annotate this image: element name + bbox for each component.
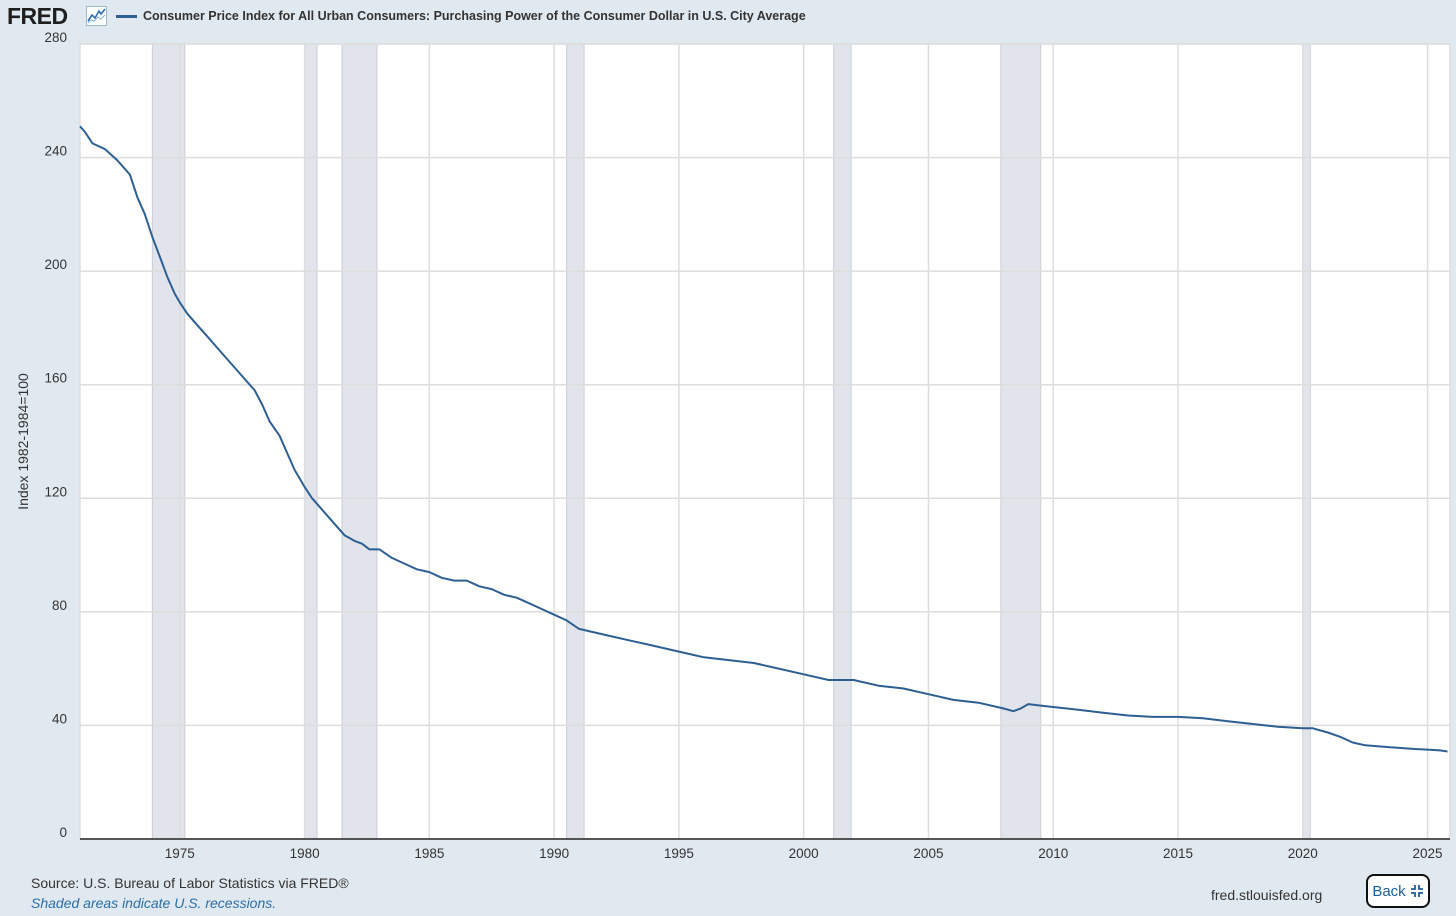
compress-icon [1410, 885, 1423, 897]
line-graph-icon[interactable] [86, 6, 107, 26]
y-tick-label: 120 [44, 484, 67, 499]
x-tick-label: 1995 [664, 846, 694, 861]
y-tick-label: 40 [52, 711, 67, 726]
back-button[interactable]: Back [1366, 874, 1430, 908]
plot-area [80, 44, 1450, 839]
footer-source: Source: U.S. Bureau of Labor Statistics … [31, 875, 349, 891]
chart-header: FRED Consumer Price Index for All Urban … [0, 0, 1456, 34]
y-tick-label: 280 [44, 30, 67, 45]
series-line[interactable] [79, 125, 1448, 753]
recession-band [1000, 43, 1042, 840]
chart: 0 40 80 120 160 200 240 280 1975 1980 1985 1990 199… [15, 30, 1451, 861]
x-tick-label: 1985 [414, 846, 444, 861]
y-tick-label: 80 [52, 598, 67, 613]
recession-band [341, 43, 378, 840]
x-tick-label: 2015 [1163, 846, 1193, 861]
x-axis-ticks: 1975 1980 1985 1990 1995 2000 2005 2010 2015 2020… [165, 846, 1443, 861]
recession-band [304, 43, 318, 840]
gridlines [79, 43, 1451, 839]
footer-site-link[interactable]: fred.stlouisfed.org [1211, 887, 1323, 903]
recession-band [566, 43, 585, 840]
y-tick-label: 160 [44, 371, 67, 386]
y-tick-label: 200 [44, 257, 67, 272]
recession-band [1302, 43, 1311, 840]
x-tick-label: 2020 [1288, 846, 1318, 861]
x-tick-label: 1980 [290, 846, 320, 861]
legend-swatch [116, 14, 137, 18]
legend-label: Consumer Price Index for All Urban Consu… [143, 9, 806, 23]
legend: Consumer Price Index for All Urban Consu… [116, 9, 806, 23]
x-tick-label: 2000 [789, 846, 819, 861]
footer-recession-note: Shaded areas indicate U.S. recessions. [31, 895, 277, 911]
y-axis-ticks: 0 40 80 120 160 200 240 280 [44, 30, 67, 840]
back-label: Back [1372, 882, 1406, 900]
x-tick-label: 2025 [1413, 846, 1443, 861]
x-tick-label: 1990 [539, 846, 569, 861]
y-tick-label: 240 [44, 144, 67, 159]
y-axis-title: Index 1982-1984=100 [15, 373, 31, 510]
fred-logo[interactable]: FRED [7, 3, 68, 29]
recession-band [833, 43, 852, 840]
x-tick-label: 2010 [1038, 846, 1068, 861]
y-tick-label: 0 [59, 825, 67, 840]
x-tick-label: 1975 [165, 846, 195, 861]
x-tick-label: 2005 [913, 846, 943, 861]
